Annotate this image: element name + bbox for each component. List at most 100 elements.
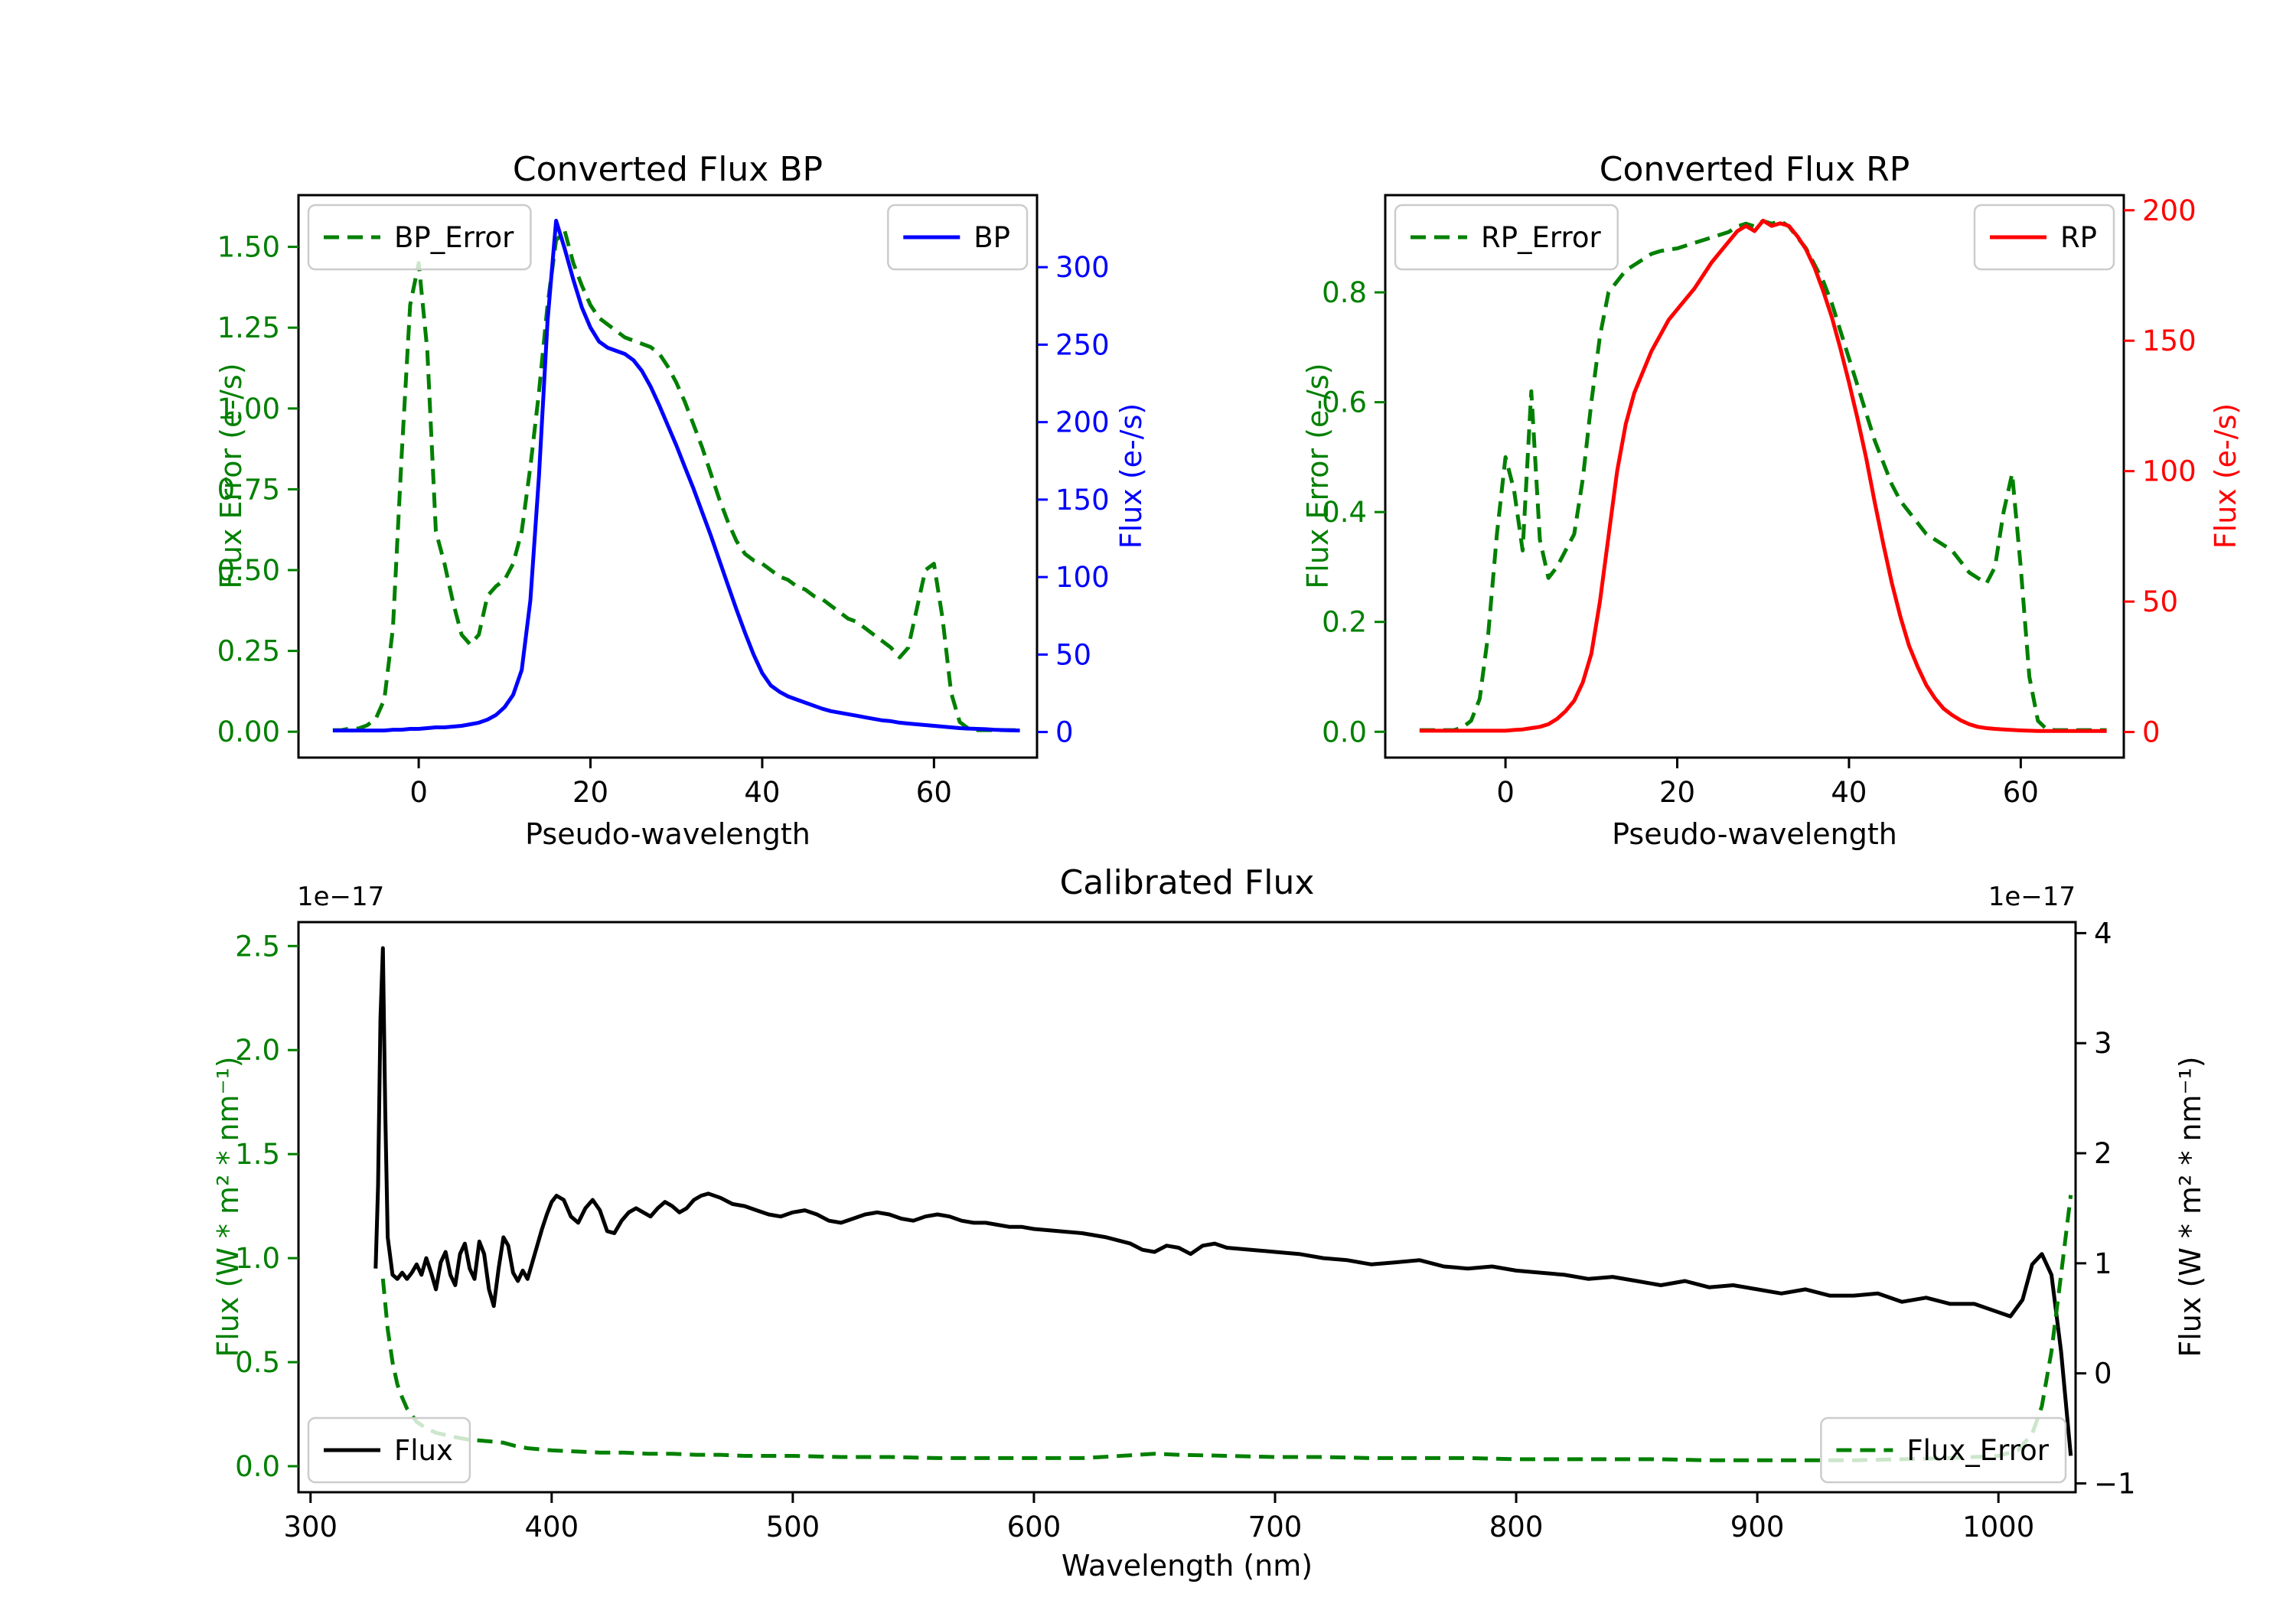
series-line-BP — [332, 218, 1020, 733]
calibrated-right-offset-text: 1e−17 — [1988, 882, 2076, 912]
y-tick-label: 300 — [1055, 251, 1110, 284]
legend-BP_Error: BP_Error — [307, 204, 532, 271]
calibrated-plot-title: Calibrated Flux — [1059, 863, 1315, 902]
legend-box — [1394, 204, 1619, 271]
y-tick-label: 0.00 — [217, 715, 280, 748]
x-tick-label: 40 — [1831, 776, 1867, 809]
legend-Flux: Flux — [307, 1416, 471, 1484]
calibrated-left-y-ticks: 0.0 0.5 1.0 1.5 2.0 2.5 — [235, 930, 298, 1483]
calibrated-left-offset-text: 1e−17 — [297, 882, 385, 912]
series-line-Flux_Error — [380, 1195, 2073, 1462]
y-tick-label: 1 — [2094, 1247, 2112, 1280]
y-tick-label: 100 — [2142, 455, 2197, 488]
series-line-Flux — [373, 946, 2073, 1456]
rp-plot-title: Converted Flux RP — [1599, 150, 1910, 189]
y-tick-label: 0 — [1055, 716, 1074, 749]
rp-axes-box — [1384, 194, 2125, 759]
legend-box — [307, 1416, 471, 1484]
y-tick-label: 200 — [1055, 406, 1110, 439]
y-tick-label: 1.0 — [235, 1242, 280, 1275]
y-tick-label: 2 — [2094, 1137, 2112, 1170]
y-tick-label: 150 — [2142, 324, 2197, 357]
y-tick-label: 4 — [2094, 917, 2112, 950]
x-tick-label: 20 — [1659, 776, 1695, 809]
y-tick-label: 0.6 — [1322, 386, 1367, 419]
y-tick-label: 0.0 — [235, 1450, 280, 1483]
y-tick-label: 150 — [1055, 484, 1110, 517]
legend-Flux_Error: Flux_Error — [1820, 1416, 2067, 1484]
bp-left-yaxis-label: Flux Error (e-/s) — [214, 363, 248, 589]
rp-right-y-ticks: 0 50 100 150 200 — [2124, 194, 2197, 749]
bp-axes-box — [297, 194, 1039, 759]
legend-label: BP_Error — [394, 221, 514, 254]
rp-xaxis-label: Pseudo-wavelength — [1612, 817, 1897, 851]
legend-BP: BP — [887, 204, 1029, 271]
bp-right-yaxis-label: Flux (e-/s) — [1114, 403, 1148, 549]
y-tick-label: 50 — [2142, 585, 2178, 618]
legend-box — [307, 204, 532, 271]
plot-calibrated: 300 400 500 600 700 800 900 1000 0.0 0.5 1.0 1.5 2.0… — [235, 917, 2135, 1543]
bp-left-y-ticks: 0.00 0.25 0.50 0.75 1.00 1.25 1.50 — [217, 231, 298, 748]
y-tick-label: 1.5 — [235, 1138, 280, 1171]
calibrated-xaxis-label: Wavelength (nm) — [1061, 1549, 1313, 1583]
x-tick-label: 900 — [1730, 1511, 1785, 1543]
x-tick-label: 800 — [1489, 1511, 1544, 1543]
y-tick-label: 0.0 — [1322, 715, 1367, 748]
legend-label: Flux_Error — [1906, 1434, 2049, 1467]
y-tick-label: 0.75 — [217, 473, 280, 506]
y-tick-label: 0.2 — [1322, 606, 1367, 639]
x-tick-label: 60 — [916, 776, 952, 809]
x-tick-label: 500 — [766, 1511, 820, 1543]
bp-xaxis-label: Pseudo-wavelength — [525, 817, 810, 851]
calibrated-axes-box — [297, 921, 2077, 1494]
y-tick-label: 0.8 — [1322, 276, 1367, 309]
legend-label: Flux — [394, 1434, 453, 1467]
x-tick-label: 600 — [1007, 1511, 1062, 1543]
y-tick-label: 100 — [1055, 561, 1110, 594]
y-tick-label: 0.4 — [1322, 496, 1367, 529]
bp-right-y-ticks: 0 50 100 150 200 250 300 — [1037, 251, 1110, 749]
x-tick-label: 0 — [1496, 776, 1515, 809]
legend-label: RP_Error — [1481, 221, 1601, 254]
x-tick-label: 20 — [572, 776, 608, 809]
rp-left-y-ticks: 0.0 0.2 0.4 0.6 0.8 — [1322, 276, 1385, 748]
x-tick-label: 0 — [409, 776, 428, 809]
y-tick-label: 1.25 — [217, 311, 280, 344]
y-tick-label: 2.5 — [235, 930, 280, 963]
x-tick-label: 300 — [283, 1511, 338, 1543]
calibrated-left-yaxis-label: Flux (W * m² * nm⁻¹) — [211, 1056, 245, 1358]
y-tick-label: 0 — [2094, 1358, 2112, 1390]
y-tick-label: 50 — [1055, 638, 1091, 671]
x-tick-label: 40 — [744, 776, 780, 809]
y-tick-label: 0 — [2142, 716, 2161, 749]
x-tick-label: 700 — [1248, 1511, 1303, 1543]
bp-plot-title: Converted Flux BP — [512, 150, 823, 189]
calibrated-x-ticks: 300 400 500 600 700 800 900 1000 — [283, 1492, 2034, 1543]
y-tick-label: 0.5 — [235, 1346, 280, 1379]
y-tick-label: 250 — [1055, 328, 1110, 361]
y-tick-label: 1.00 — [217, 393, 280, 425]
legend-label: BP — [974, 221, 1010, 254]
y-tick-label: 0.50 — [217, 554, 280, 587]
plot-rp: 0 20 40 60 0.0 0.2 0.4 0.6 0.8 0 50 100 150 200 RP_Err… — [1322, 194, 2197, 809]
y-tick-label: 200 — [2142, 194, 2197, 227]
legend-RP: RP — [1973, 204, 2115, 271]
rp-right-yaxis-label: Flux (e-/s) — [2209, 403, 2242, 549]
calibrated-right-yaxis-label: Flux (W * m² * nm⁻¹) — [2174, 1056, 2207, 1358]
y-tick-label: 0.25 — [217, 635, 280, 668]
legend-RP_Error: RP_Error — [1394, 204, 1619, 271]
bp-x-ticks: 0 20 40 60 — [409, 758, 952, 809]
rp-left-yaxis-label: Flux Error (e-/s) — [1301, 363, 1335, 589]
plot-bp: 0 20 40 60 0.00 0.25 0.50 0.75 1.00 1.25 1.50 0 50 10… — [217, 194, 1110, 809]
rp-x-ticks: 0 20 40 60 — [1496, 758, 2039, 809]
series-line-RP_Error — [1419, 219, 2107, 732]
y-tick-label: 1.50 — [217, 231, 280, 264]
y-tick-label: 3 — [2094, 1027, 2112, 1060]
legend-box — [1820, 1416, 2067, 1484]
x-tick-label: 1000 — [1962, 1511, 2034, 1543]
x-tick-label: 400 — [525, 1511, 579, 1543]
series-line-BP_Error — [332, 229, 1020, 732]
series-line-RP — [1419, 218, 2107, 733]
